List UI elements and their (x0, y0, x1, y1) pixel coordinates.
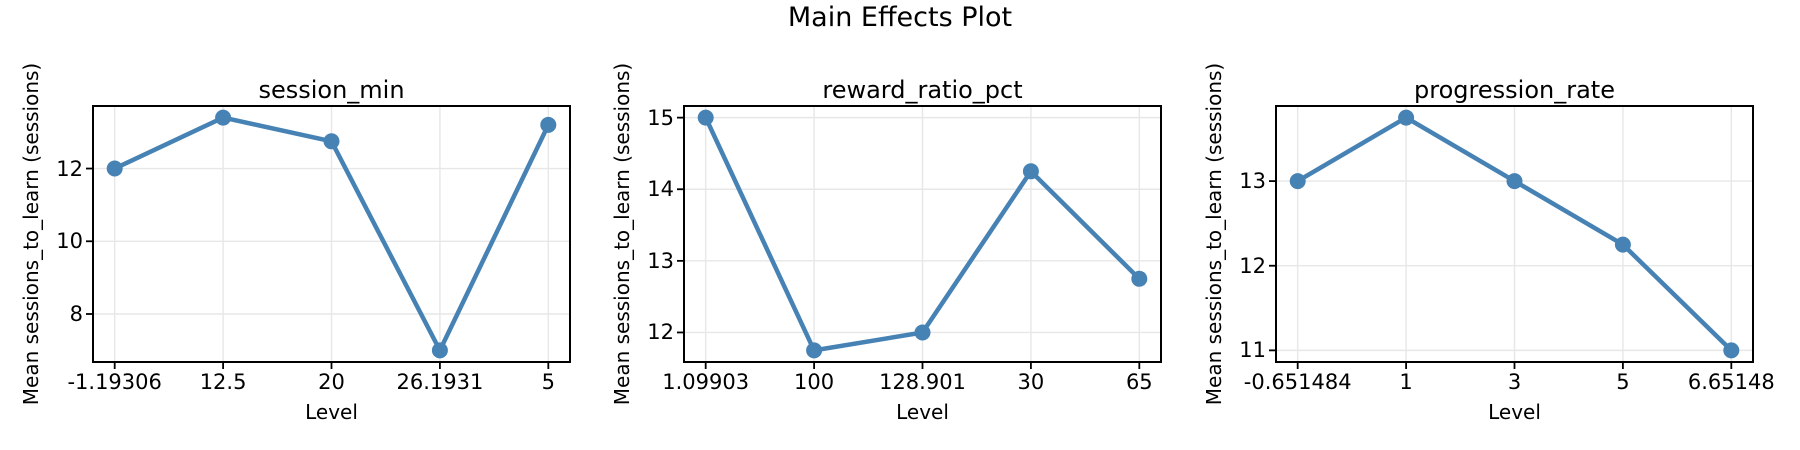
x-tick-label: 65 (1125, 370, 1153, 394)
y-axis-label: Mean sessions_to_learn (sessions) (19, 62, 43, 406)
data-point-marker (1131, 270, 1148, 287)
x-tick-label: 3 (1507, 370, 1522, 394)
data-point-marker (431, 342, 448, 359)
x-axis-label: Level (305, 400, 358, 424)
subplot-title: session_min (258, 76, 405, 104)
x-tick-label: 26.1931 (396, 370, 484, 394)
data-point-marker (1289, 173, 1306, 190)
data-point-marker (697, 109, 714, 126)
plot-area (1269, 105, 1754, 369)
axes-frame (683, 105, 1162, 363)
data-point-marker (1506, 173, 1523, 190)
data-point-marker (215, 109, 232, 126)
data-point-marker (1398, 109, 1415, 126)
y-tick-label: 15 (647, 105, 674, 130)
y-tick-label: 13 (1239, 169, 1266, 194)
y-tick-label: 11 (1239, 338, 1266, 363)
x-tick-label: 5 (1616, 370, 1630, 394)
x-tick-label: 128.901 (879, 370, 966, 394)
data-point-marker (914, 324, 931, 341)
x-tick-label: -1.19306 (67, 370, 162, 394)
x-tick-label: 6.65148 (1687, 370, 1775, 394)
plot-area (677, 105, 1162, 369)
y-tick-label: 12 (647, 320, 674, 345)
data-point-marker (323, 133, 340, 150)
x-tick-label: 5 (541, 370, 555, 394)
y-tick-label: 12 (1239, 253, 1266, 278)
data-point-marker (106, 160, 123, 177)
y-tick-label: 12 (56, 156, 83, 181)
x-axis-label: Level (1488, 400, 1541, 424)
y-axis-label: Mean sessions_to_learn (sessions) (1202, 62, 1226, 406)
y-tick-label: 8 (69, 302, 83, 326)
subplot-title: reward_ratio_pct (822, 76, 1023, 104)
x-tick-label: 1 (1399, 370, 1413, 394)
data-point-marker (540, 116, 557, 133)
x-tick-label: 100 (794, 370, 835, 394)
axes-frame (92, 105, 571, 363)
data-line (112, 115, 551, 353)
plot-area (86, 105, 571, 369)
data-line (703, 115, 1142, 353)
data-point-marker (1022, 163, 1039, 180)
y-axis-label: Mean sessions_to_learn (sessions) (610, 62, 634, 406)
figure-title: Main Effects Plot (787, 2, 1013, 33)
data-point-marker (1614, 236, 1631, 253)
y-tick-label: 10 (56, 229, 83, 254)
x-tick-label: 1.09903 (662, 370, 750, 394)
axes-frame (1275, 105, 1754, 363)
y-tick-label: 13 (647, 248, 674, 273)
x-axis-label: Level (896, 400, 949, 424)
x-tick-label: 12.5 (199, 370, 247, 394)
subplot-title: progression_rate (1414, 76, 1615, 104)
x-tick-label: -0.651484 (1243, 370, 1352, 394)
data-point-marker (806, 342, 823, 359)
data-point-marker (1723, 342, 1740, 359)
y-tick-label: 14 (647, 177, 674, 202)
x-tick-label: 30 (1017, 370, 1045, 394)
x-tick-label: 20 (318, 370, 345, 394)
data-line (1295, 115, 1734, 353)
